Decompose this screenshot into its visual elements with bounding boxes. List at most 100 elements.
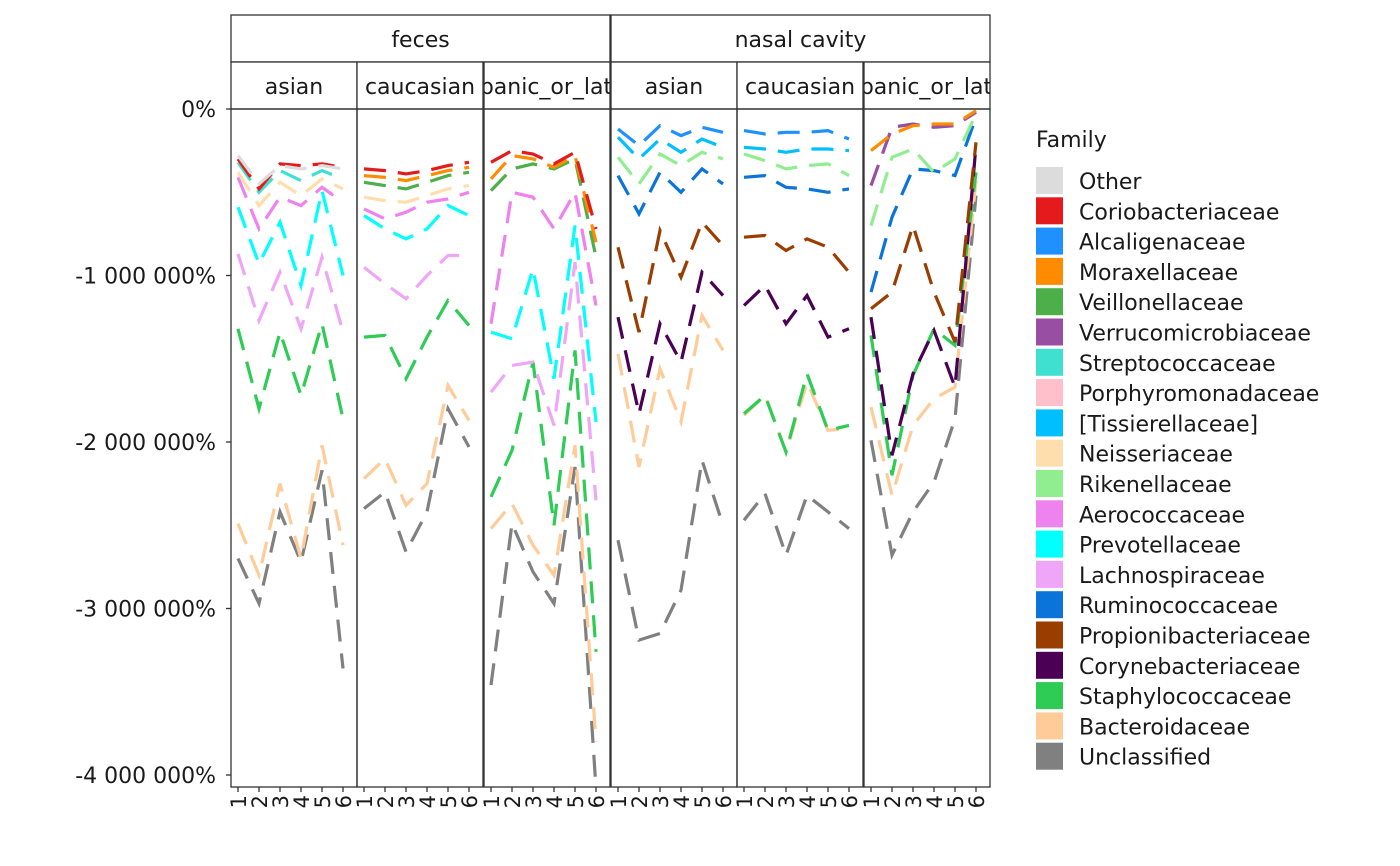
series-line-coriobacteriaceae — [363, 160, 470, 176]
x-tick-label: 6 — [712, 795, 736, 808]
series-line-corynebacteriaceae — [742, 282, 850, 340]
series-line-alcaligenaceae — [617, 123, 724, 148]
series-line-veillonellaceae — [363, 170, 470, 191]
panel-feces-asian — [236, 154, 345, 669]
series-line-staphylococcaceae — [489, 350, 598, 652]
facet-row-strip — [610, 14, 991, 63]
x-tick-label: 3 — [269, 795, 293, 808]
x-tick-label: 5 — [691, 795, 715, 808]
series-line-unclassified — [869, 195, 978, 561]
facet-row-label: nasal cavity — [735, 28, 867, 53]
series-line-moraxellaceae — [363, 165, 470, 183]
x-tick-label: 2 — [881, 795, 905, 808]
x-tick-label: 1 — [733, 795, 757, 808]
legend-label: Veillonellaceae — [1079, 291, 1244, 316]
series-line-rikenellaceae — [869, 113, 978, 227]
x-tick-label: 5 — [817, 795, 841, 808]
series-line-staphylococcaceae — [236, 323, 345, 420]
series-line-streptococcaceae — [236, 161, 344, 195]
x-tick-label: 3 — [902, 795, 926, 808]
legend-label: Unclassified — [1079, 746, 1211, 771]
y-tick-label: -1 000 000% — [75, 265, 216, 290]
legend-key — [1036, 257, 1063, 285]
series-line-prevotellaceae — [490, 225, 598, 423]
x-tick-label: 4 — [670, 795, 694, 808]
series-line-propionibacteriaceae — [870, 142, 978, 343]
legend-label: Coriobacteriaceae — [1079, 200, 1279, 225]
x-tick-label: 1 — [607, 795, 631, 808]
legend-key — [1036, 439, 1063, 467]
x-tick-label: 5 — [311, 795, 335, 808]
legend-label: Rikenellaceae — [1079, 473, 1232, 498]
series-line-unclassified — [742, 490, 850, 561]
panel-nasal-cavity-caucasian — [742, 128, 851, 561]
facet-col-label: hispanic_or_latino — [828, 75, 1025, 100]
facet-col-label: asian — [645, 75, 703, 100]
legend-key — [1036, 682, 1063, 710]
x-tick-label: 1 — [480, 795, 504, 808]
series-line-staphylococcaceae — [742, 368, 850, 458]
legend-key — [1036, 379, 1063, 407]
series-line-tissierellaceae — [616, 136, 724, 162]
legend: Family Other Coriobacteriaceae Alcaligenac… — [1036, 128, 1319, 771]
series-line-verrucomicrobiaceae — [869, 110, 977, 187]
series-line-bacteroidaceae — [869, 180, 978, 502]
series-line-bacteroidaceae — [236, 444, 345, 581]
series-line-propionibacteriaceae — [616, 219, 725, 333]
series-line-corynebacteriaceae — [616, 268, 725, 415]
series-line-unclassified — [363, 404, 471, 556]
series-line-ruminococcaceae — [869, 116, 978, 293]
legend-label: Corynebacteriaceae — [1079, 655, 1300, 680]
facet-col-strip — [863, 61, 991, 110]
legend-key — [1036, 651, 1063, 679]
legend-key — [1036, 530, 1063, 558]
x-tick-label: 3 — [522, 795, 546, 808]
y-tick-label: 0% — [181, 98, 216, 123]
series-line-prevotellaceae — [363, 203, 470, 241]
series-line-ruminococcaceae — [743, 173, 850, 194]
series-line-neisseriaceae — [236, 171, 344, 209]
legend-label: Bacteroidaceae — [1079, 715, 1250, 740]
series-line-unclassified — [616, 459, 725, 643]
legend-label: Propionibacteriaceae — [1079, 625, 1310, 650]
x-tick-label: 6 — [585, 795, 609, 808]
series-line-aerococcaceae — [489, 187, 598, 325]
facet-col-label: caucasian — [745, 75, 855, 100]
series-line-ruminococcaceae — [616, 166, 724, 218]
x-tick-label: 3 — [775, 795, 799, 808]
series-line-aerococcaceae — [363, 190, 470, 221]
series-line-unclassified — [236, 469, 345, 669]
legend-key — [1036, 348, 1063, 376]
series-line-lachnospiraceae — [236, 251, 345, 334]
x-tick-label: 5 — [564, 795, 588, 808]
series-line-tissierellaceae — [743, 145, 850, 154]
series-line-bacteroidaceae — [742, 377, 850, 458]
series-line-staphylococcaceae — [363, 297, 471, 383]
legend-label: Verrucomicrobiaceae — [1079, 322, 1311, 347]
legend-title: Family — [1036, 128, 1107, 153]
legend-key — [1036, 318, 1063, 346]
legend-key — [1036, 742, 1063, 770]
x-tick-label: 6 — [965, 795, 989, 808]
legend-key — [1036, 560, 1063, 588]
x-tick-label: 4 — [416, 795, 440, 808]
panel-border — [610, 108, 738, 788]
x-tick-label: 2 — [754, 795, 778, 808]
series-line-lachnospiraceae — [363, 253, 469, 301]
facet-row-strip — [230, 14, 611, 63]
x-tick-label: 1 — [227, 795, 251, 808]
series-line-aerococcaceae — [236, 176, 344, 233]
x-tick-label: 5 — [944, 795, 968, 808]
legend-key — [1036, 409, 1063, 437]
legend-key — [1036, 470, 1063, 497]
panel-feces-hispanic_or_latino — [489, 148, 598, 787]
legend-label: Alcaligenaceae — [1079, 231, 1246, 256]
series-line-coriobacteriaceae — [490, 148, 598, 230]
x-tick-label: 1 — [860, 795, 884, 808]
facet-col-label: caucasian — [365, 75, 475, 100]
x-tick-label: 3 — [649, 795, 673, 808]
panel-border — [736, 108, 864, 788]
series-line-alcaligenaceae — [743, 128, 850, 141]
